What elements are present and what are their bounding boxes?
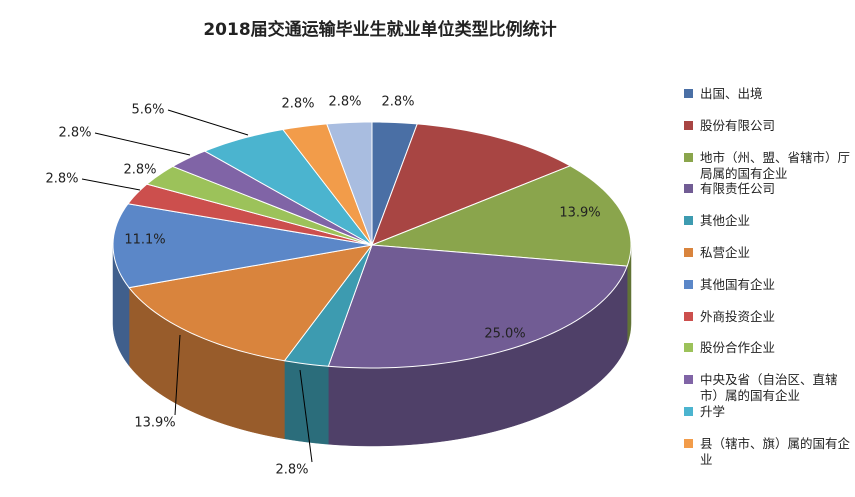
- leader-line: [81, 178, 141, 191]
- legend-swatch: [684, 248, 693, 257]
- data-label: 5.6%: [131, 103, 164, 118]
- legend-swatch: [684, 89, 693, 98]
- legend-label: 县（辖市、旗）属的国有企业: [700, 435, 851, 467]
- legend-swatch: [684, 216, 693, 226]
- data-label: 2.8%: [328, 95, 361, 110]
- slice: [203, 128, 373, 246]
- slice: [371, 165, 632, 267]
- data-label: 2.8%: [281, 97, 314, 112]
- slice: [112, 203, 373, 289]
- data-label: 2.8%: [123, 163, 156, 178]
- legend-swatch: [684, 279, 693, 289]
- slice: [127, 183, 373, 246]
- slice: [145, 165, 373, 246]
- chart-title: 2018届交通运输毕业生就业单位类型比例统计: [203, 19, 556, 40]
- slice: [283, 244, 373, 367]
- leader-line: [94, 132, 191, 156]
- legend-label: 私营企业: [700, 245, 751, 260]
- legend-swatch: [684, 375, 693, 385]
- slice: [326, 121, 373, 246]
- data-label: 2.8%: [58, 126, 91, 141]
- slice-side: [284, 360, 329, 445]
- legend-label: 其他国有企业: [700, 276, 776, 292]
- data-label: 13.9%: [559, 206, 600, 221]
- leader-line: [167, 109, 249, 136]
- data-label: 2.8%: [45, 172, 78, 187]
- legend-swatch: [684, 438, 693, 448]
- leader-line: [174, 334, 181, 416]
- legend-label: 其他企业: [700, 213, 751, 229]
- legend-label: 有限责任公司: [700, 181, 776, 197]
- legend-label: 股份合作企业: [700, 340, 776, 356]
- data-label: 2.8%: [381, 95, 414, 110]
- legend-swatch: [684, 184, 693, 194]
- legend-swatch: [684, 311, 693, 321]
- slice: [282, 123, 373, 246]
- legend-label: 升学: [700, 404, 726, 419]
- data-label: 2.8%: [275, 463, 308, 478]
- slice: [371, 123, 572, 246]
- data-label: 13.9%: [134, 416, 175, 431]
- data-label: 25.0%: [484, 327, 525, 342]
- slice: [128, 244, 374, 362]
- leader-line: [299, 369, 313, 463]
- data-label: 11.1%: [124, 233, 165, 248]
- legend-swatch: [684, 152, 693, 162]
- legend-label: 地市（州、盟、省辖市）厅局属的国有企业: [700, 149, 851, 181]
- legend-label: 中央及省（自治区、直辖市）属的国有企业: [700, 372, 838, 404]
- legend-label: 外商投资企业: [700, 308, 776, 324]
- slice: [171, 150, 373, 246]
- legend-swatch: [684, 343, 693, 353]
- legend-label: 股份有限公司: [700, 117, 776, 133]
- legend-swatch: [684, 407, 693, 416]
- legend-label: 出国、出境: [700, 86, 763, 101]
- legend-swatch: [684, 120, 693, 130]
- slice: [327, 244, 628, 369]
